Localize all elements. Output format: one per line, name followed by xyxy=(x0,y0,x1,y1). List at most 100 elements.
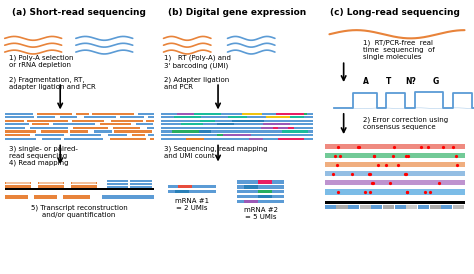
Bar xyxy=(265,127,288,129)
Bar xyxy=(100,123,131,125)
Bar xyxy=(186,138,204,140)
Bar xyxy=(109,138,146,140)
Bar xyxy=(264,123,291,125)
Bar xyxy=(217,123,234,125)
Bar xyxy=(92,113,134,115)
Bar xyxy=(266,116,290,118)
Bar xyxy=(57,195,63,199)
Bar xyxy=(181,123,202,125)
Text: 1)  RT/PCR-free  real
time  sequencing  of
single molecules: 1) RT/PCR-free real time sequencing of s… xyxy=(363,40,434,60)
Bar xyxy=(278,138,304,140)
Bar xyxy=(5,127,25,129)
Bar xyxy=(29,127,68,129)
Text: 3) single- or paired-
read sequencing
4) Read mapping: 3) single- or paired- read sequencing 4)… xyxy=(9,145,78,166)
Bar xyxy=(258,195,272,198)
Text: (c) Long-read sequencing: (c) Long-read sequencing xyxy=(330,8,460,17)
Bar xyxy=(27,120,68,122)
Bar xyxy=(5,138,36,140)
Bar xyxy=(130,186,152,188)
Bar xyxy=(242,113,262,115)
Bar xyxy=(161,123,313,125)
Bar xyxy=(146,120,154,122)
Bar xyxy=(258,190,273,193)
Bar xyxy=(5,182,31,184)
Bar xyxy=(325,189,465,195)
Bar xyxy=(161,127,313,129)
Text: mRNA #2
= 5 UMIs: mRNA #2 = 5 UMIs xyxy=(244,207,278,220)
Bar xyxy=(37,116,55,118)
Bar xyxy=(42,138,61,140)
Bar xyxy=(161,113,313,115)
Text: 2) Error correction using
consensus sequence: 2) Error correction using consensus sequ… xyxy=(363,116,448,130)
Bar xyxy=(72,120,104,122)
Bar xyxy=(108,134,127,136)
Bar xyxy=(282,130,308,133)
Bar xyxy=(107,180,128,182)
Bar xyxy=(84,116,116,118)
Text: N?: N? xyxy=(405,77,416,86)
Bar xyxy=(39,182,63,183)
Bar xyxy=(72,182,96,183)
Bar xyxy=(337,205,347,209)
Bar xyxy=(5,130,36,133)
Text: (a) Short-read sequencing: (a) Short-read sequencing xyxy=(12,8,146,17)
Bar xyxy=(151,138,154,140)
Bar xyxy=(240,120,264,122)
Bar xyxy=(73,127,108,129)
Text: 2) Fragmentation, RT,
adapter ligation and PCR: 2) Fragmentation, RT, adapter ligation a… xyxy=(9,77,96,90)
Bar xyxy=(161,120,313,122)
Bar xyxy=(37,113,73,115)
Bar xyxy=(114,130,152,133)
Bar xyxy=(200,120,215,122)
Bar xyxy=(60,116,77,118)
Bar xyxy=(38,185,64,188)
Bar xyxy=(237,185,284,189)
Bar xyxy=(232,120,253,122)
Bar xyxy=(53,123,95,125)
Text: G: G xyxy=(433,77,439,86)
Bar xyxy=(258,180,273,184)
Bar xyxy=(453,205,464,209)
Bar xyxy=(120,116,144,118)
Bar xyxy=(71,182,97,184)
Bar xyxy=(5,185,31,188)
Bar xyxy=(325,201,465,204)
Bar xyxy=(138,113,154,115)
Bar xyxy=(161,138,313,140)
Bar xyxy=(146,127,154,129)
Bar xyxy=(70,130,88,133)
Bar xyxy=(113,127,140,129)
Text: 5) Transcript reconstruction
and/or quantification: 5) Transcript reconstruction and/or quan… xyxy=(31,204,128,218)
Bar xyxy=(233,134,246,136)
Bar xyxy=(161,116,313,118)
Bar xyxy=(360,205,371,209)
Bar xyxy=(383,205,394,209)
Bar xyxy=(94,130,112,133)
Text: mRNA #1
= 2 UMIs: mRNA #1 = 2 UMIs xyxy=(175,198,209,211)
Text: 2) Adapter ligation
and PCR: 2) Adapter ligation and PCR xyxy=(164,77,229,90)
Bar xyxy=(38,182,64,184)
Bar xyxy=(5,195,90,199)
Bar xyxy=(441,205,452,209)
Bar xyxy=(263,127,278,129)
Bar xyxy=(70,134,101,136)
Bar xyxy=(174,116,201,118)
Bar xyxy=(429,205,441,209)
Bar xyxy=(76,113,89,115)
Bar xyxy=(111,120,143,122)
Text: (b) Digital gene expression: (b) Digital gene expression xyxy=(168,8,306,17)
Bar xyxy=(130,180,152,182)
Bar xyxy=(41,130,68,133)
Bar xyxy=(148,134,154,136)
Bar xyxy=(161,130,313,133)
Bar xyxy=(325,153,465,158)
Bar xyxy=(28,195,34,199)
Bar xyxy=(35,134,64,136)
Bar xyxy=(325,144,465,149)
Bar xyxy=(178,185,192,188)
Bar xyxy=(281,113,307,115)
Bar xyxy=(5,188,154,190)
Bar xyxy=(284,116,304,118)
Bar xyxy=(325,205,336,209)
Bar xyxy=(5,116,34,118)
